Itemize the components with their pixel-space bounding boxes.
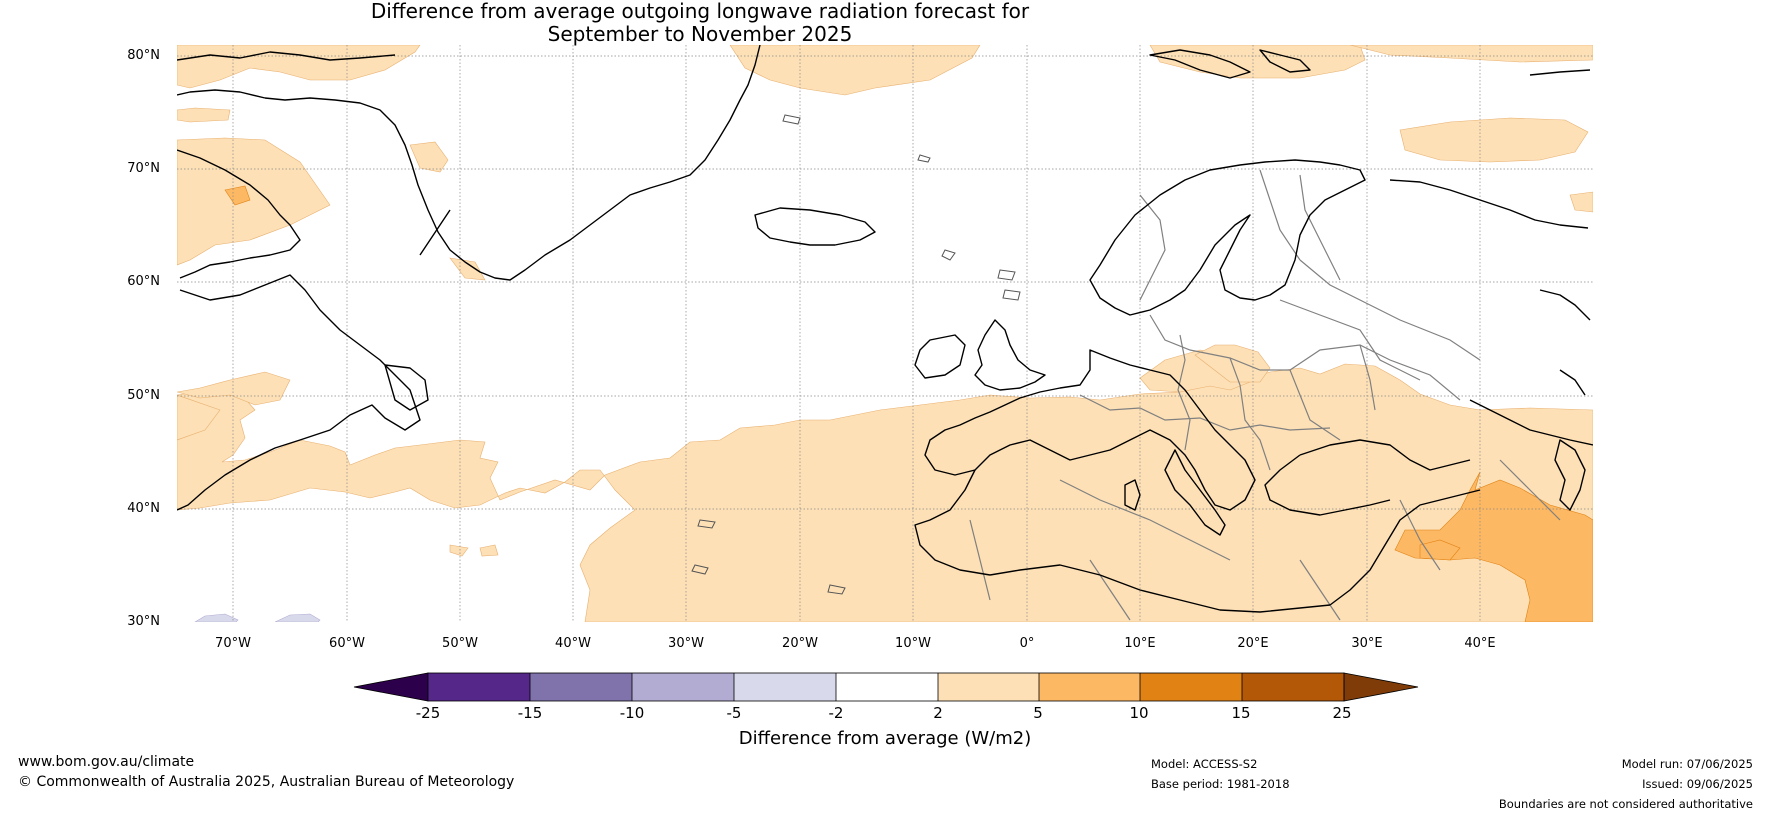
colorbar-label-minus15: -15 — [517, 704, 543, 722]
title-line-2: September to November 2025 — [547, 22, 853, 46]
lon-label-30w: 30°W — [668, 636, 704, 651]
lat-label-40n: 40°N — [127, 501, 160, 516]
footer-website: www.bom.gov.au/climate — [18, 754, 195, 770]
lon-label-40w: 40°W — [555, 636, 591, 651]
colorbar-label-5: 5 — [1033, 704, 1043, 722]
colorbar-frame — [427, 672, 1345, 702]
minor-coastlines — [691, 114, 1021, 595]
colorbar-label-minus25: -25 — [415, 704, 441, 722]
colorbar-label-2: 2 — [933, 704, 943, 722]
footer-model-run: Model run: 07/06/2025 — [1621, 757, 1753, 771]
colorbar-title: Difference from average (W/m2) — [738, 728, 1032, 749]
colorbar-label-minus2: -2 — [828, 704, 844, 722]
colorbar-bin-8 — [1140, 673, 1242, 701]
colorbar-bin-1 — [428, 673, 530, 701]
colorbar-under-arrow — [353, 672, 429, 702]
lat-label-60n: 60°N — [127, 274, 160, 289]
footer-base-period: Base period: 1981-2018 — [1151, 777, 1290, 791]
lon-label-50w: 50°W — [442, 636, 478, 651]
lat-label-50n: 50°N — [127, 388, 160, 403]
footer-copyright: © Commonwealth of Australia 2025, Austra… — [18, 774, 515, 790]
colorbar-label-10: 10 — [1129, 704, 1149, 722]
colorbar-bin-7 — [1039, 673, 1140, 701]
lon-label-40e: 40°E — [1464, 636, 1496, 651]
colorbar-bin-5 — [836, 673, 938, 701]
lat-label-80n: 80°N — [127, 48, 160, 63]
lon-label-60w: 60°W — [329, 636, 365, 651]
colorbar-label-15: 15 — [1231, 704, 1251, 722]
colorbar-bin-9 — [1242, 673, 1344, 701]
footer-model: Model: ACCESS-S2 — [1151, 757, 1258, 771]
lon-label-70w: 70°W — [215, 636, 251, 651]
lon-label-10e: 10°E — [1124, 636, 1156, 651]
colorbar-label-minus5: -5 — [726, 704, 742, 722]
colorbar-over-arrow — [1343, 672, 1419, 702]
footer-issued: Issued: 09/06/2025 — [1642, 777, 1753, 791]
colorbar-label-25: 25 — [1332, 704, 1352, 722]
title-line-1: Difference from average outgoing longwav… — [370, 0, 1030, 23]
footer-disclaimer: Boundaries are not considered authoritat… — [1498, 797, 1753, 811]
colorbar-label-minus10: -10 — [619, 704, 645, 722]
lon-label-10w: 10°W — [895, 636, 931, 651]
lon-label-20e: 20°E — [1237, 636, 1269, 651]
lon-label-0: 0° — [1019, 636, 1035, 651]
country-borders — [969, 169, 1561, 621]
lat-label-70n: 70°N — [127, 161, 160, 176]
colorbar-bin-3 — [632, 673, 734, 701]
lon-label-20w: 20°W — [782, 636, 818, 651]
colorbar-bin-2 — [530, 673, 632, 701]
lon-label-30e: 30°E — [1351, 636, 1383, 651]
colorbar-bin-6 — [938, 673, 1039, 701]
colorbar-bin-4 — [734, 673, 836, 701]
map-title: Difference from average outgoing longwav… — [0, 0, 1400, 46]
anomaly-region-minus2-to-minus5 — [194, 613, 321, 622]
lat-label-30n: 30°N — [127, 614, 160, 629]
coastlines — [177, 45, 1593, 613]
